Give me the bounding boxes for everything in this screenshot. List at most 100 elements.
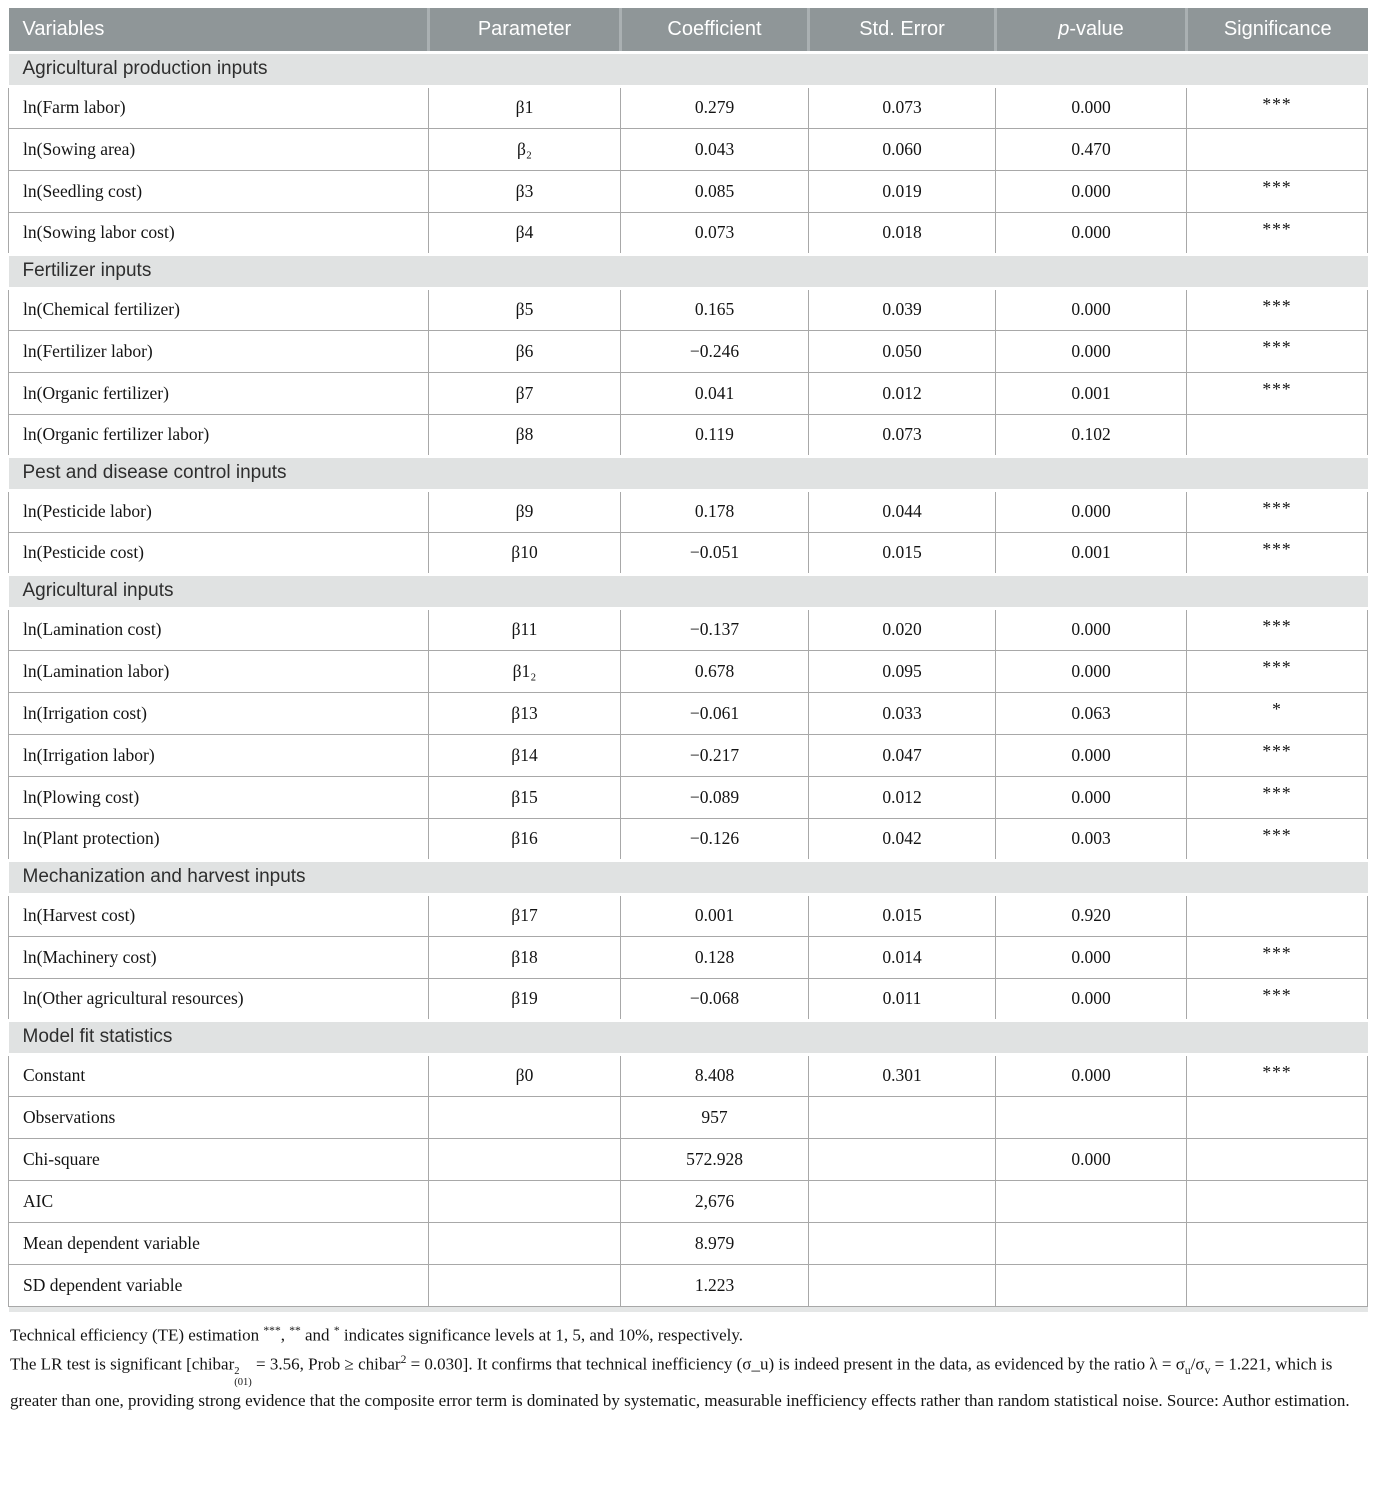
std-error-cell: 0.301 bbox=[808, 1053, 996, 1097]
significance-cell: *** bbox=[1186, 371, 1368, 415]
variable-cell: ln(Plowing cost) bbox=[8, 775, 429, 819]
significance-stars: *** bbox=[1262, 615, 1292, 636]
coefficient-cell: 0.128 bbox=[620, 935, 809, 979]
significance-stars: *** bbox=[1262, 943, 1292, 963]
significance-cell bbox=[1186, 1179, 1368, 1223]
table-row: Mean dependent variable 8.979 bbox=[8, 1221, 1368, 1265]
parameter-cell bbox=[428, 1137, 621, 1181]
std-error-cell: 0.039 bbox=[808, 287, 996, 331]
variable-cell: ln(Sowing area) bbox=[8, 127, 429, 171]
p-value-cell: 0.000 bbox=[995, 977, 1187, 1021]
variable-cell: SD dependent variable bbox=[8, 1263, 429, 1307]
p-value-cell: 0.000 bbox=[995, 649, 1187, 693]
variable-cell: ln(Organic fertilizer) bbox=[8, 371, 429, 415]
table-row: AIC 2,676 bbox=[8, 1179, 1368, 1223]
section-header-row: Model fit statistics bbox=[8, 1018, 1368, 1056]
section-title: Model fit statistics bbox=[8, 1018, 1368, 1056]
p-value-cell: 0.000 bbox=[995, 211, 1187, 255]
significance-cell: *** bbox=[1186, 531, 1368, 575]
parameter-cell: β1₂ bbox=[428, 649, 621, 693]
significance-cell bbox=[1186, 413, 1368, 457]
significance-cell bbox=[1186, 893, 1368, 937]
p-value-cell: 0.003 bbox=[995, 817, 1187, 861]
significance-cell: *** bbox=[1186, 977, 1368, 1021]
coefficient-cell: 957 bbox=[620, 1095, 809, 1139]
significance-stars: *** bbox=[1262, 984, 1292, 1005]
significance-cell: *** bbox=[1186, 733, 1368, 777]
p-value-cell: 0.000 bbox=[995, 1137, 1187, 1181]
section-title: Mechanization and harvest inputs bbox=[8, 858, 1368, 896]
parameter-cell: β0 bbox=[428, 1053, 621, 1097]
parameter-cell: β4 bbox=[428, 211, 621, 255]
std-error-cell: 0.018 bbox=[808, 211, 996, 255]
coefficient-cell: 0.085 bbox=[620, 169, 809, 213]
significance-cell: * bbox=[1186, 691, 1368, 735]
std-error-cell: 0.011 bbox=[808, 977, 996, 1021]
parameter-cell: β19 bbox=[428, 977, 621, 1021]
footnote: The LR test is significant [chibar 2 (01) … bbox=[10, 1353, 1350, 1411]
variable-cell: Mean dependent variable bbox=[8, 1221, 429, 1265]
variable-cell: ln(Irrigation labor) bbox=[8, 733, 429, 777]
section-header-row: Pest and disease control inputs bbox=[8, 454, 1368, 492]
significance-cell: *** bbox=[1186, 169, 1368, 213]
std-error-cell: 0.015 bbox=[808, 893, 996, 937]
coefficient-cell: 1.223 bbox=[620, 1263, 809, 1307]
significance-cell: *** bbox=[1186, 329, 1368, 373]
significance-cell: *** bbox=[1186, 817, 1368, 861]
p-value-cell: 0.000 bbox=[995, 85, 1187, 129]
significance-stars: *** bbox=[1262, 741, 1292, 761]
table-row: ln(Seedling cost) β3 0.085 0.019 0.000 *** bbox=[8, 169, 1368, 213]
p-value-cell: 0.102 bbox=[995, 413, 1187, 457]
variable-cell: ln(Pesticide cost) bbox=[8, 531, 429, 575]
variable-cell: Constant bbox=[8, 1053, 429, 1097]
std-error-cell: 0.042 bbox=[808, 817, 996, 861]
parameter-cell: β14 bbox=[428, 733, 621, 777]
std-error-cell: 0.044 bbox=[808, 489, 996, 533]
coefficient-cell: −0.246 bbox=[620, 329, 809, 373]
coefficient-cell: −0.051 bbox=[620, 531, 809, 575]
parameter-cell: β6 bbox=[428, 329, 621, 373]
column-header-p-value: p-value bbox=[994, 8, 1187, 54]
significance-cell bbox=[1186, 1095, 1368, 1139]
p-value-cell bbox=[995, 1263, 1187, 1307]
table-row: ln(Lamination labor) β1₂ 0.678 0.095 0.000 **… bbox=[8, 649, 1368, 693]
table-footnotes: Technical efficiency (TE) estimation ***… bbox=[8, 1312, 1367, 1415]
significance-stars: *** bbox=[1262, 497, 1292, 518]
std-error-cell bbox=[808, 1137, 996, 1181]
parameter-cell: β9 bbox=[428, 489, 621, 533]
variable-cell: Observations bbox=[8, 1095, 429, 1139]
p-value-cell bbox=[995, 1221, 1187, 1265]
coefficient-cell: 0.178 bbox=[620, 489, 809, 533]
variable-cell: ln(Irrigation cost) bbox=[8, 691, 429, 735]
significance-stars: *** bbox=[1262, 538, 1292, 559]
variable-cell: ln(Organic fertilizer labor) bbox=[8, 413, 429, 457]
parameter-cell: β5 bbox=[428, 287, 621, 331]
table-row: ln(Farm labor) β1 0.279 0.073 0.000 *** bbox=[8, 85, 1368, 129]
table-row: ln(Pesticide labor) β9 0.178 0.044 0.000 *** bbox=[8, 489, 1368, 533]
parameter-cell: β10 bbox=[428, 531, 621, 575]
table-row: Chi-square 572.928 0.000 bbox=[8, 1137, 1368, 1181]
coefficient-cell: 2,676 bbox=[620, 1179, 809, 1223]
table-row: Constant β0 8.408 0.301 0.000 *** bbox=[8, 1053, 1368, 1097]
significance-cell: *** bbox=[1186, 649, 1368, 693]
std-error-cell: 0.012 bbox=[808, 371, 996, 415]
coefficient-cell: −0.061 bbox=[620, 691, 809, 735]
std-error-cell: 0.073 bbox=[808, 413, 996, 457]
std-error-cell: 0.019 bbox=[808, 169, 996, 213]
variable-cell: Chi-square bbox=[8, 1137, 429, 1181]
variable-cell: ln(Machinery cost) bbox=[8, 935, 429, 979]
coefficient-cell: 0.165 bbox=[620, 287, 809, 331]
p-value-cell: 0.001 bbox=[995, 531, 1187, 575]
std-error-cell: 0.050 bbox=[808, 329, 996, 373]
coefficient-cell: 0.043 bbox=[620, 127, 809, 171]
variable-cell: ln(Seedling cost) bbox=[8, 169, 429, 213]
table-row: ln(Plowing cost) β15 −0.089 0.012 0.000 *** bbox=[8, 775, 1368, 819]
parameter-cell: β17 bbox=[428, 893, 621, 937]
table-row: ln(Organic fertilizer labor) β8 0.119 0.073… bbox=[8, 413, 1368, 457]
section-title: Agricultural inputs bbox=[8, 572, 1368, 610]
coefficient-cell: 572.928 bbox=[620, 1137, 809, 1181]
parameter-cell: β13 bbox=[428, 691, 621, 735]
coefficient-cell: −0.137 bbox=[620, 607, 809, 651]
std-error-cell bbox=[808, 1263, 996, 1307]
p-value-cell bbox=[995, 1179, 1187, 1223]
